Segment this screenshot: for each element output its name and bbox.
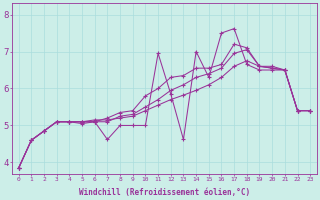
X-axis label: Windchill (Refroidissement éolien,°C): Windchill (Refroidissement éolien,°C)	[79, 188, 250, 197]
